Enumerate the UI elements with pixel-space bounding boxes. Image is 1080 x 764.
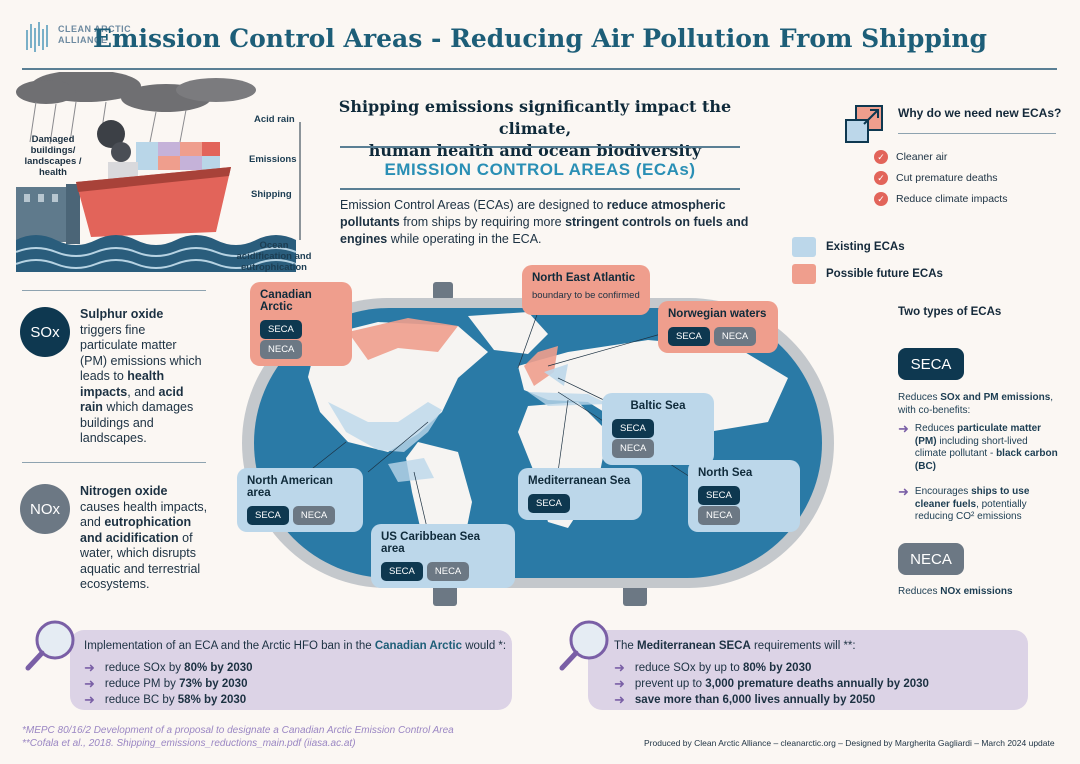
panel-right-line: ➜ save more than 6,000 lives annually by …: [614, 692, 876, 707]
region-canadian-arctic: Canadian Arctic SECANECA: [250, 282, 352, 366]
region-north-american-area: North American area SECA NECA: [237, 468, 363, 532]
neca-tag: NECA: [698, 506, 741, 525]
why-title: Why do we need new ECAs?: [898, 106, 1062, 120]
damaged-label: Damaged buildings/ landscapes / health: [24, 134, 82, 178]
title-rule: [22, 68, 1057, 70]
neca-tag: NECA: [260, 340, 303, 359]
arrow-icon: ➜: [898, 484, 909, 499]
sox-badge: SOx: [20, 307, 70, 357]
seca-benefit-2: ➜ Encourages ships to use cleaner fuels,…: [898, 484, 1030, 522]
magnifier-icon: [559, 620, 609, 671]
panel-left-line: ➜ reduce PM by 73% by 2030: [84, 676, 248, 691]
seca-description: Reduces SOx and PM emissions, with co-be…: [898, 392, 1054, 416]
arrow-icon: ➜: [614, 660, 625, 675]
ocean-label: Ocean acidification and eutrophication: [236, 240, 312, 273]
seca-tag: SECA: [381, 562, 423, 581]
arrow-icon: ➜: [84, 676, 95, 691]
arrow-icon: ➜: [898, 421, 909, 436]
sox-rule: [22, 290, 206, 291]
eca-rule-bottom: [340, 188, 740, 190]
neca-tag: NECA: [292, 506, 336, 525]
legend-existing: Existing ECAs: [826, 241, 905, 253]
neca-tag: NECA: [713, 327, 757, 346]
clean-arctic-alliance-logo: [26, 22, 48, 52]
legend-existing-swatch: [792, 237, 816, 257]
check-icon: ✓: [874, 171, 888, 185]
arrow-icon: ➜: [614, 692, 625, 707]
panel-left-line: ➜ reduce BC by 58% by 2030: [84, 692, 247, 707]
panel-left-line: ➜ reduce SOx by 80% by 2030: [84, 660, 253, 675]
sox-text: Sulphur oxide triggers fine particulate …: [80, 307, 202, 445]
neca-tag: NECA: [426, 562, 470, 581]
check-icon: ✓: [874, 150, 888, 164]
seca-tag: SECA: [668, 327, 710, 346]
region-norwegian-waters: Norwegian waters SECA NECA: [658, 301, 778, 353]
neca-tag: NECA: [612, 439, 655, 458]
page-title: Emission Control Areas - Reducing Air Po…: [93, 24, 987, 53]
acid-rain-label: Acid rain: [254, 114, 295, 125]
arrow-icon: ➜: [614, 676, 625, 691]
eca-description: Emission Control Areas (ECAs) are design…: [340, 198, 749, 246]
seca-tag: SECA: [698, 486, 740, 505]
seca-tag: SECA: [612, 419, 654, 438]
emissions-label: Emissions: [249, 154, 297, 165]
seca-tag: SECA: [260, 320, 302, 339]
nox-badge: NOx: [20, 484, 70, 534]
region-baltic-sea: Baltic Sea SECANECA: [602, 393, 714, 465]
arrow-icon: ➜: [84, 660, 95, 675]
credit: Produced by Clean Arctic Alliance – clea…: [644, 738, 1055, 748]
seca-benefit-1: ➜ Reduces particulate matter (PM) includ…: [898, 421, 1058, 472]
neca-badge: NECA: [898, 543, 964, 575]
expand-icon: [845, 105, 883, 143]
panel-right-intro: The Mediterranean SECA requirements will…: [614, 640, 856, 652]
why-item: ✓ Cleaner air: [874, 150, 947, 164]
region-north-east-atlantic: North East Atlantic boundary to be confi…: [522, 265, 650, 315]
seca-tag: SECA: [528, 494, 570, 513]
types-title: Two types of ECAs: [898, 306, 1002, 318]
magnifier-icon: [25, 620, 75, 671]
legend-future-swatch: [792, 264, 816, 284]
region-north-sea: North Sea SECANECA: [688, 460, 800, 532]
nox-rule: [22, 462, 206, 463]
region-mediterranean-sea: Mediterranean Sea SECA: [518, 468, 642, 520]
logo-text: CLEAN ARCTIC ALLIANCE: [58, 24, 132, 45]
shipping-illustration: [16, 72, 301, 272]
why-item: ✓ Reduce climate impacts: [874, 192, 1007, 206]
check-icon: ✓: [874, 192, 888, 206]
eca-heading: EMISSION CONTROL AREAS (ECAs): [384, 160, 696, 179]
arrow-icon: ➜: [84, 692, 95, 707]
footnotes: *MEPC 80/16/2 Development of a proposal …: [22, 725, 454, 749]
neca-description: Reduces NOx emissions: [898, 586, 1013, 597]
panel-right-line: ➜ prevent up to 3,000 premature deaths an…: [614, 676, 929, 691]
mediterranean-panel: [588, 630, 1028, 710]
nox-text: Nitrogen oxide causes health impacts, an…: [80, 484, 208, 591]
why-item: ✓ Cut premature deaths: [874, 171, 998, 185]
subtitle: Shipping emissions significantly impact …: [338, 97, 732, 160]
legend-future: Possible future ECAs: [826, 268, 943, 280]
seca-tag: SECA: [247, 506, 289, 525]
panel-left-intro: Implementation of an ECA and the Arctic …: [84, 640, 507, 652]
shipping-label: Shipping: [251, 189, 292, 200]
panel-right-line: ➜ reduce SOx by up to 80% by 2030: [614, 660, 812, 675]
seca-badge: SECA: [898, 348, 964, 380]
why-rule: [898, 133, 1056, 134]
canadian-arctic-panel: [70, 630, 512, 710]
eca-rule-top: [340, 146, 740, 148]
region-us-caribbean: US Caribbean Sea area SECA NECA: [371, 524, 515, 588]
